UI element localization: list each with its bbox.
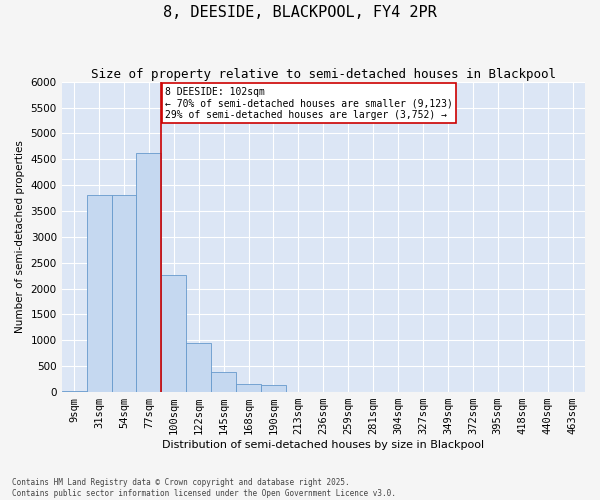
Bar: [186, 343, 211, 392]
Text: 8 DEESIDE: 102sqm
← 70% of semi-detached houses are smaller (9,123)
29% of semi-: 8 DEESIDE: 102sqm ← 70% of semi-detached…: [165, 87, 453, 120]
Bar: [211, 372, 236, 392]
Bar: [112, 196, 136, 392]
Text: 8, DEESIDE, BLACKPOOL, FY4 2PR: 8, DEESIDE, BLACKPOOL, FY4 2PR: [163, 5, 437, 20]
Bar: [86, 196, 112, 392]
Title: Size of property relative to semi-detached houses in Blackpool: Size of property relative to semi-detach…: [91, 68, 556, 80]
Bar: [161, 274, 186, 392]
X-axis label: Distribution of semi-detached houses by size in Blackpool: Distribution of semi-detached houses by …: [162, 440, 484, 450]
Bar: [136, 153, 161, 392]
Bar: [261, 386, 286, 392]
Text: Contains HM Land Registry data © Crown copyright and database right 2025.
Contai: Contains HM Land Registry data © Crown c…: [12, 478, 396, 498]
Y-axis label: Number of semi-detached properties: Number of semi-detached properties: [15, 140, 25, 334]
Bar: [236, 384, 261, 392]
Bar: [62, 390, 86, 392]
